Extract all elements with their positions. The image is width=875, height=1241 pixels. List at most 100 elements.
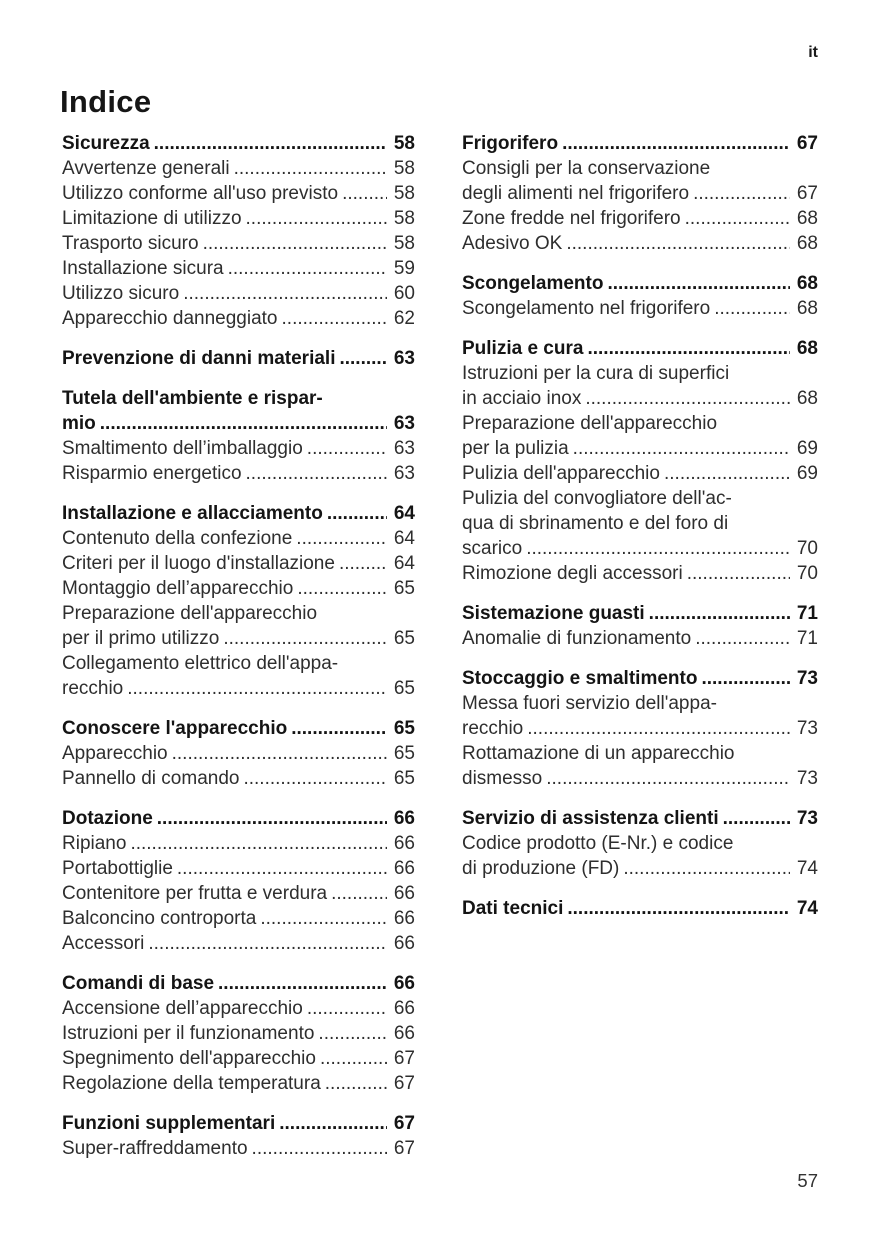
page-ref: 68	[796, 388, 818, 409]
toc-entry: Scongelamento nel frigorifero...........…	[462, 296, 818, 321]
toc-entry: Trasporto sicuro........................…	[62, 231, 415, 256]
page-ref: 63	[393, 438, 415, 459]
page-ref: 65	[393, 718, 415, 739]
dot-leader: ........................................…	[279, 1113, 387, 1134]
page-ref: 62	[393, 308, 415, 329]
dot-leader: ........................................…	[243, 768, 387, 789]
toc-section: Installazione e allacciamento...........…	[62, 501, 415, 701]
toc-entry: Montaggio dell’apparecchio..............…	[62, 576, 415, 601]
dot-leader: ........................................…	[318, 1023, 387, 1044]
dot-leader: ........................................…	[326, 503, 387, 524]
toc-entry-text: Apparecchio danneggiato	[62, 308, 278, 329]
toc-entry-text: Spegnimento dell'apparecchio	[62, 1048, 316, 1069]
dot-leader: ........................................…	[156, 808, 387, 829]
dot-leader: ........................................…	[245, 463, 387, 484]
toc-entry: Accessori...............................…	[62, 931, 415, 956]
toc-column-right: Frigorifero.............................…	[462, 131, 818, 1161]
dot-leader: ........................................…	[623, 858, 790, 879]
dot-leader: ........................................…	[218, 973, 387, 994]
dot-leader: ........................................…	[127, 678, 387, 699]
toc-entry-text: Istruzioni per il funzionamento	[62, 1023, 315, 1044]
toc-entry-text: Rimozione degli accessori	[462, 563, 683, 584]
toc-entry: Pannello di comando.....................…	[62, 766, 415, 791]
page-ref: 65	[393, 628, 415, 649]
toc-entry-text: Pulizia dell'apparecchio	[462, 463, 660, 484]
toc-entry-text: di produzione (FD)	[462, 858, 620, 879]
dot-leader: ........................................…	[130, 833, 387, 854]
page-ref: 66	[393, 998, 415, 1019]
toc-entry: Smaltimento dell’imballaggio............…	[62, 436, 415, 461]
toc-entry-text: Installazione e allacciamento	[62, 503, 323, 524]
page-ref: 65	[393, 678, 415, 699]
dot-leader: ........................................…	[291, 718, 387, 739]
dot-leader: ........................................…	[171, 743, 387, 764]
toc-header: Comandi di base.........................…	[62, 971, 415, 996]
page-ref: 66	[393, 808, 415, 829]
toc-entry: Apparecchio.............................…	[62, 741, 415, 766]
page-number: 57	[797, 1170, 818, 1191]
page-ref: 66	[393, 858, 415, 879]
toc-entry-text: recchio	[62, 678, 124, 699]
toc-entry-text: dismesso	[462, 768, 543, 789]
toc-entry: Rimozione degli accessori...............…	[462, 561, 818, 586]
dot-leader: ........................................…	[99, 413, 387, 434]
toc-header: Pulizia e cura..........................…	[462, 336, 818, 361]
toc-section: Frigorifero.............................…	[462, 131, 818, 256]
dot-leader: ........................................…	[260, 908, 387, 929]
toc-header: Conoscere l'apparecchio.................…	[62, 716, 415, 741]
dot-leader: ........................................…	[281, 308, 387, 329]
toc-entry-text: Messa fuori servizio dell'appa-	[462, 693, 717, 714]
toc-entry-text: Scongelamento	[462, 273, 604, 294]
dot-leader: ........................................…	[585, 388, 790, 409]
toc-entry-text: Montaggio dell’apparecchio	[62, 578, 294, 599]
page-ref: 64	[393, 503, 415, 524]
toc-entry: Spegnimento dell'apparecchio............…	[62, 1046, 415, 1071]
toc-entry-text: Stoccaggio e smaltimento	[462, 668, 698, 689]
toc-entry: Contenuto della confezione..............…	[62, 526, 415, 551]
page-ref: 66	[393, 833, 415, 854]
toc-entry-text: Funzioni supplementari	[62, 1113, 276, 1134]
toc-entry: Apparecchio danneggiato.................…	[62, 306, 415, 331]
toc-entry: Messa fuori servizio dell'appa-recchio..…	[462, 691, 818, 741]
toc-entry-text: Conoscere l'apparecchio	[62, 718, 288, 739]
toc-entry: Collegamento elettrico dell'appa-recchio…	[62, 651, 415, 701]
toc-entry-text: Super-raffreddamento	[62, 1138, 248, 1159]
toc-entry-text: Regolazione della temperatura	[62, 1073, 321, 1094]
toc-entry-text: Installazione sicura	[62, 258, 224, 279]
dot-leader: ........................................…	[306, 438, 387, 459]
dot-leader: ........................................…	[695, 628, 790, 649]
page-ref: 67	[796, 133, 818, 154]
toc-entry-text: Portabottiglie	[62, 858, 173, 879]
toc-entry-text: in acciaio inox	[462, 388, 582, 409]
dot-leader: ........................................…	[693, 183, 790, 204]
page-ref: 66	[393, 933, 415, 954]
toc-entry-text: Codice prodotto (E-Nr.) e codice	[462, 833, 734, 854]
toc-entry-text: Pulizia del convogliatore dell'ac-	[462, 488, 732, 509]
page-ref: 63	[393, 348, 415, 369]
toc-header: Sicurezza...............................…	[62, 131, 415, 156]
dot-leader: ........................................…	[339, 348, 387, 369]
toc-entry: Super-raffreddamento....................…	[62, 1136, 415, 1161]
page-ref: 63	[393, 463, 415, 484]
page-ref: 60	[393, 283, 415, 304]
toc-entry-text: Servizio di assistenza clienti	[462, 808, 719, 829]
toc-entry: Anomalie di funzionamento...............…	[462, 626, 818, 651]
page-ref: 58	[393, 133, 415, 154]
toc-entry: Portabottiglie..........................…	[62, 856, 415, 881]
page-ref: 64	[393, 528, 415, 549]
page-ref: 67	[393, 1073, 415, 1094]
toc-entry-text: Consigli per la conservazione	[462, 158, 711, 179]
page-ref: 68	[796, 208, 818, 229]
toc-section: Servizio di assistenza clienti..........…	[462, 806, 818, 881]
page-ref: 68	[796, 233, 818, 254]
dot-leader: ........................................…	[567, 898, 790, 919]
toc-section: Scongelamento...........................…	[462, 271, 818, 321]
toc-entry: Risparmio energetico....................…	[62, 461, 415, 486]
toc-header: Stoccaggio e smaltimento................…	[462, 666, 818, 691]
dot-leader: ........................................…	[227, 258, 387, 279]
toc-section: Comandi di base.........................…	[62, 971, 415, 1096]
page-ref: 73	[796, 808, 818, 829]
toc-entry-text: Criteri per il luogo d'installazione	[62, 553, 335, 574]
toc-entry: Utilizzo conforme all'uso previsto......…	[62, 181, 415, 206]
